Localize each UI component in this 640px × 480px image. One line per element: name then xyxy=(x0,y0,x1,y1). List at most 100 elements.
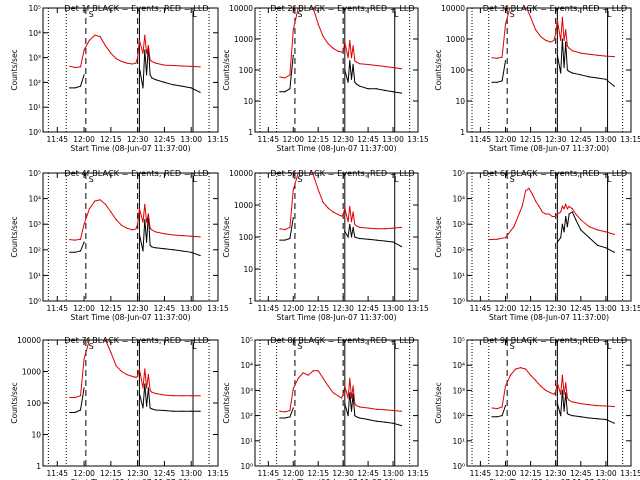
y-tick-label: 10¹ xyxy=(240,437,253,446)
lld-point xyxy=(88,39,90,41)
marker-label: S xyxy=(297,10,302,19)
lld-point xyxy=(563,208,565,210)
lld-point xyxy=(126,227,128,229)
lld-point xyxy=(550,41,552,43)
series-events-line xyxy=(492,390,615,424)
events-point xyxy=(279,91,281,93)
lld-point xyxy=(568,399,570,401)
x-tick-label: 12:45 xyxy=(154,135,176,144)
x-tick-label: 12:15 xyxy=(307,135,329,144)
lld-point xyxy=(147,45,149,47)
events-point xyxy=(149,74,151,76)
series-group xyxy=(279,8,402,94)
events-point xyxy=(83,241,85,243)
lld-point xyxy=(400,68,402,70)
lld-point xyxy=(137,223,139,225)
lld-point xyxy=(149,389,151,392)
lld-point xyxy=(83,223,85,225)
events-point xyxy=(501,80,503,82)
events-point xyxy=(190,87,192,89)
marker-label: L xyxy=(394,10,399,19)
events-point xyxy=(350,410,353,412)
x-axis-label: Start Time (08-Jun-07 11:37:00) xyxy=(71,144,191,153)
events-point xyxy=(146,74,148,76)
lld-point xyxy=(307,374,309,376)
lld-point xyxy=(367,63,369,66)
events-point xyxy=(144,49,146,51)
series-group xyxy=(279,370,402,427)
y-tick-label: 1 xyxy=(248,128,253,137)
y-axis-label: Counts/sec xyxy=(222,49,231,90)
lld-point xyxy=(94,34,96,36)
events-point xyxy=(138,392,140,395)
lld-point xyxy=(332,211,334,213)
lld-point xyxy=(279,410,281,412)
lld-point xyxy=(110,52,112,54)
events-point xyxy=(190,410,192,412)
marker-label: S xyxy=(510,10,515,19)
events-point xyxy=(504,60,507,62)
lld-point xyxy=(496,408,498,410)
events-point xyxy=(347,236,349,238)
lld-point xyxy=(488,239,490,241)
x-tick-label: 13:15 xyxy=(407,304,429,313)
lld-point xyxy=(561,374,564,376)
x-axis-label: Start Time (08-Jun-07 11:37:00) xyxy=(277,313,397,322)
x-tick-label: 12:30 xyxy=(127,469,149,478)
y-tick-label: 10⁰ xyxy=(240,462,253,471)
y-tick-label: 10⁰ xyxy=(28,297,41,306)
lld-point xyxy=(565,203,567,205)
y-tick-label: 10² xyxy=(452,412,465,421)
events-point xyxy=(146,241,148,243)
lld-point xyxy=(284,229,286,231)
y-tick-label: 10¹ xyxy=(28,271,41,280)
events-point xyxy=(172,249,174,251)
lld-point xyxy=(501,56,503,58)
lld-point xyxy=(147,213,149,215)
series-group xyxy=(279,173,402,248)
events-point xyxy=(352,63,354,66)
lld-point xyxy=(596,405,599,407)
lld-point xyxy=(350,221,353,223)
plot-frame xyxy=(42,339,219,467)
x-tick-label: 13:00 xyxy=(382,304,404,313)
events-point xyxy=(344,230,346,232)
series-events-line xyxy=(69,45,201,93)
events-point xyxy=(588,76,590,78)
x-tick-label: 12:30 xyxy=(545,304,567,313)
lld-point xyxy=(104,45,107,47)
lld-point xyxy=(588,53,590,55)
events-point xyxy=(354,81,356,83)
events-point xyxy=(565,215,567,218)
lld-point xyxy=(74,66,76,69)
y-tick-label: 10³ xyxy=(28,220,41,229)
lld-point xyxy=(347,397,349,399)
x-axis-label: Start Time (08-Jun-07 11:37:00) xyxy=(71,313,191,322)
lld-point xyxy=(359,63,361,65)
plot-frame xyxy=(254,172,419,302)
marker-label: L xyxy=(193,10,198,19)
lld-point xyxy=(354,60,356,62)
lld-point xyxy=(289,409,291,412)
events-point xyxy=(392,91,394,93)
x-tick-label: 12:15 xyxy=(307,304,329,313)
plot-frame xyxy=(42,172,219,302)
y-tick-label: 100 xyxy=(451,66,466,75)
y-tick-label: 10¹ xyxy=(452,437,465,446)
y-tick-label: 10³ xyxy=(28,54,41,63)
series-lld-line xyxy=(69,34,201,69)
y-tick-label: 10⁴ xyxy=(452,361,465,370)
lld-point xyxy=(94,330,95,331)
lld-point xyxy=(349,205,351,208)
lld-point xyxy=(553,393,555,395)
y-tick-label: 10000 xyxy=(441,4,465,13)
events-point xyxy=(359,417,361,419)
lld-point xyxy=(317,189,319,191)
events-point xyxy=(172,84,174,86)
y-tick-label: 10⁴ xyxy=(452,195,465,204)
lld-point xyxy=(359,406,361,408)
events-point xyxy=(491,416,493,418)
lld-point xyxy=(322,201,324,204)
events-point xyxy=(138,66,140,69)
